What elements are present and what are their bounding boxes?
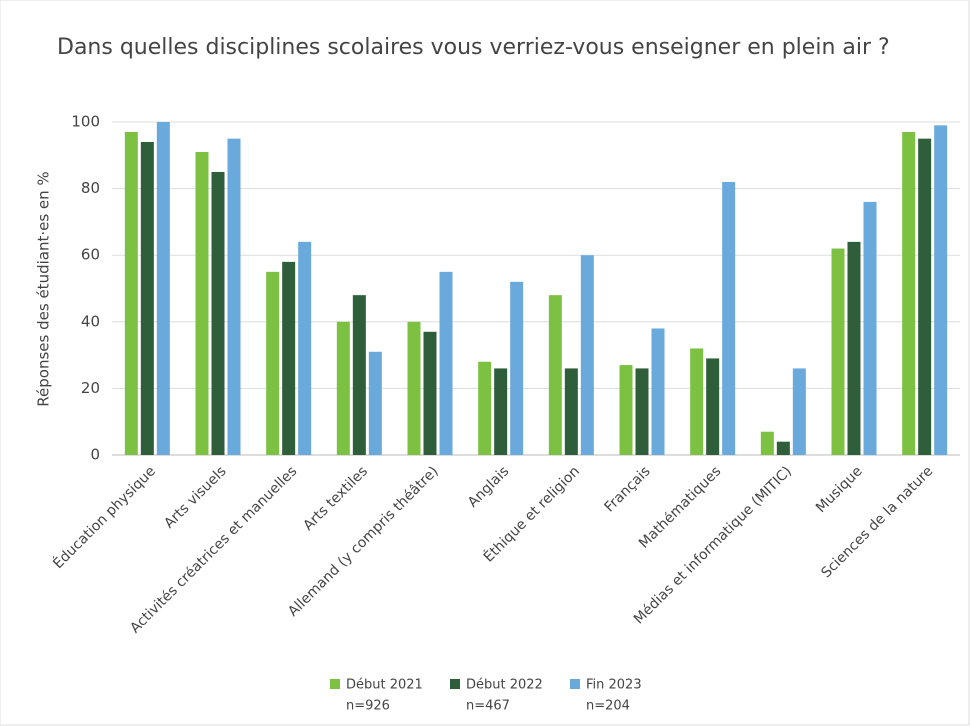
legend-label: Fin 2023 (586, 678, 642, 693)
bar (494, 368, 508, 455)
chart-title: Dans quelles disciplines scolaires vous … (57, 35, 890, 60)
legend-sample: n=926 (346, 699, 390, 714)
bar (423, 331, 437, 455)
y-tick-label: 80 (81, 179, 100, 197)
y-axis-label: Réponses des étudiant·es en % (35, 171, 53, 406)
bar (934, 125, 948, 455)
bar (548, 295, 562, 455)
bar (580, 255, 594, 455)
bar (282, 261, 296, 455)
bar (211, 171, 225, 455)
bar (227, 138, 241, 455)
bar (195, 151, 209, 455)
bar (368, 351, 382, 455)
legend-swatch (450, 679, 460, 689)
bar (298, 241, 312, 455)
y-tick-label: 20 (81, 379, 100, 397)
bar (690, 348, 704, 455)
bar (140, 141, 154, 456)
bar (510, 281, 524, 455)
y-tick-label: 0 (90, 446, 100, 464)
bar (478, 361, 492, 455)
bar (902, 131, 916, 456)
bar (760, 431, 774, 455)
bar (564, 368, 578, 455)
bar (336, 321, 350, 455)
legend-swatch (570, 679, 580, 689)
bar (407, 321, 421, 455)
y-tick-label: 40 (81, 312, 100, 330)
bar (651, 328, 665, 455)
bar (706, 358, 720, 455)
bar (776, 441, 790, 455)
legend-sample: n=467 (466, 699, 510, 714)
bar (918, 138, 932, 455)
legend-sample: n=204 (586, 699, 630, 714)
y-tick-label: 100 (71, 113, 100, 131)
bar (863, 201, 877, 455)
bar (439, 271, 453, 455)
bar (156, 122, 170, 455)
bar (831, 248, 845, 455)
bar (847, 241, 861, 455)
bar (619, 365, 633, 455)
bar (352, 295, 366, 455)
legend-label: Début 2021 (346, 678, 423, 693)
bar (124, 131, 138, 456)
bar (266, 271, 280, 455)
y-tick-label: 60 (81, 246, 100, 264)
bar (635, 368, 649, 455)
bar (792, 368, 806, 455)
legend-swatch (330, 679, 340, 689)
bar (722, 181, 736, 455)
legend-label: Début 2022 (466, 678, 543, 693)
